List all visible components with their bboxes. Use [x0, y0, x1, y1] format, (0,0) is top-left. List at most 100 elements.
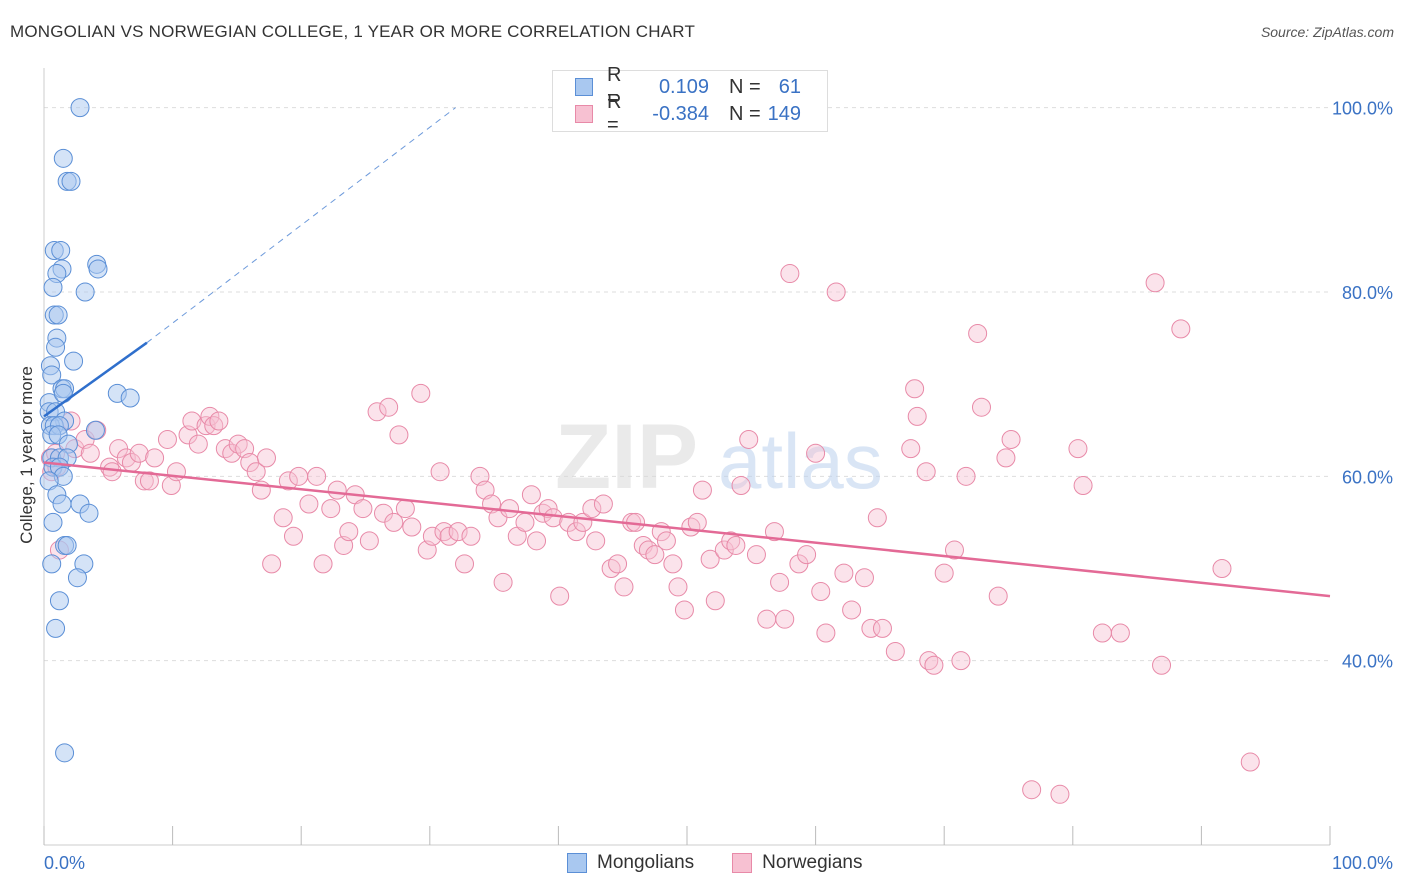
norwegian-point [129, 443, 149, 463]
mongolian-point [88, 259, 108, 279]
norwegian-point [775, 609, 795, 629]
norwegian-point [209, 411, 229, 431]
norwegian-point [901, 439, 921, 459]
mongolian-point [53, 383, 73, 403]
mongolian-point [75, 282, 95, 302]
norwegian-point [916, 462, 936, 482]
mongolian-point [57, 535, 77, 555]
legend-r-value: -0.384 [652, 102, 709, 125]
norwegian-point [1152, 655, 1172, 675]
norwegian-point [527, 531, 547, 551]
mongolian-point [48, 305, 68, 325]
grid-lines [44, 107, 1330, 662]
norwegian-point [200, 406, 220, 426]
mongolian-point [43, 512, 63, 532]
mongolian-point [64, 351, 84, 371]
y-axis-label: College, 1 year or more [17, 366, 36, 544]
y-tick-labels: 40.0% 60.0% 80.0% 100.0% [1332, 99, 1393, 672]
norwegian-point [907, 406, 927, 426]
norwegian-point [608, 554, 628, 574]
norwegian-point [327, 480, 347, 500]
mongolian-point [120, 388, 140, 408]
norwegian-point [353, 499, 373, 519]
norwegian-point [739, 429, 759, 449]
norwegian-point [196, 416, 216, 436]
norwegian-point [139, 471, 159, 491]
legend-n-label: N = [729, 75, 761, 98]
norwegian-point [780, 264, 800, 284]
norwegian-points [40, 264, 1260, 804]
norwegian-point [246, 462, 266, 482]
norwegian-point [811, 582, 831, 602]
norwegian-point [656, 531, 676, 551]
norwegian-point [102, 462, 122, 482]
norwegian-point [262, 554, 282, 574]
norwegian-point [854, 568, 874, 588]
norwegian-point [321, 499, 341, 519]
legend-item-mongolians: Mongolians [567, 852, 694, 874]
norwegian-point [550, 586, 570, 606]
norwegian-point [461, 526, 481, 546]
x-tick-label: 100.0% [1332, 853, 1393, 873]
norwegian-point [1110, 623, 1130, 643]
norwegian-point [968, 323, 988, 343]
norwegian-point [188, 434, 208, 454]
norwegian-point [422, 526, 442, 546]
norwegian-point [705, 591, 725, 611]
source-label: Source: ZipAtlas.com [1260, 24, 1394, 40]
mongolian-point [55, 743, 75, 763]
norwegian-point [663, 554, 683, 574]
norwegian-point [924, 655, 944, 675]
legend-row-mongolians: R = 0.109 N = 61 [575, 64, 801, 109]
norwegian-point [307, 466, 327, 486]
norwegian-swatch [575, 105, 593, 123]
norwegian-point [359, 531, 379, 551]
norwegian-point [867, 508, 887, 528]
norwegian-point [700, 549, 720, 569]
mongolian-point [85, 420, 105, 440]
norwegian-point [566, 522, 586, 542]
norwegian-point [395, 499, 415, 519]
legend-r-label: R = [607, 91, 622, 136]
norwegian-point [430, 462, 450, 482]
norwegian-point [543, 508, 563, 528]
legend-n-value: 61 [778, 75, 801, 98]
norwegian-point [764, 522, 784, 542]
norwegian-point [834, 563, 854, 583]
norwegian-point [593, 494, 613, 514]
axes [43, 68, 1331, 846]
norwegian-point [411, 383, 431, 403]
correlation-legend: R = 0.109 N = 61 R = -0.384 N = 149 [552, 64, 828, 136]
norwegian-point [448, 522, 468, 542]
norwegian-point [402, 517, 422, 537]
norwegian-point [222, 443, 242, 463]
norwegian-point [145, 448, 165, 468]
mongolian-point [70, 98, 90, 118]
norwegian-point [614, 577, 634, 597]
norwegian-point [289, 466, 309, 486]
watermark-atlas: atlas [718, 417, 883, 505]
mongolian-point [67, 568, 87, 588]
norwegian-point [951, 651, 971, 671]
norwegian-point [988, 586, 1008, 606]
norwegian-point [770, 572, 790, 592]
norwegian-point [299, 494, 319, 514]
norwegian-point [934, 563, 954, 583]
norwegian-point [692, 480, 712, 500]
norwegian-point [1068, 439, 1088, 459]
norwegian-point [515, 512, 535, 532]
norwegian-point [714, 540, 734, 560]
norwegian-trend-line [43, 461, 1331, 598]
norwegian-point [1001, 429, 1021, 449]
norwegian-point [668, 577, 688, 597]
mongolian-point [61, 171, 81, 191]
norwegian-point [379, 397, 399, 417]
norwegian-point [746, 545, 766, 565]
mongolian-point [43, 277, 63, 297]
norwegian-point [806, 443, 826, 463]
norwegian-point [797, 545, 817, 565]
norwegian-point [500, 499, 520, 519]
norwegian-point [645, 545, 665, 565]
norwegian-point [538, 499, 558, 519]
norwegian-point [475, 480, 495, 500]
